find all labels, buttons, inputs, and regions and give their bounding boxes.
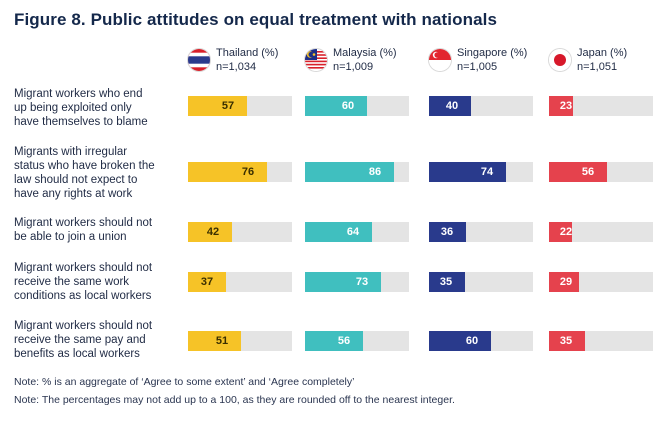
column-header-2: Singapore (%) n=1,005 <box>429 46 549 80</box>
bar-value-label: 23 <box>559 100 573 112</box>
bar-value-label: 73 <box>355 276 369 288</box>
bar-value-label: 60 <box>341 100 355 112</box>
bar <box>549 331 585 351</box>
bar <box>549 162 607 182</box>
row-label: Migrant workers should not be able to joi… <box>14 217 153 243</box>
bar-value-label: 42 <box>206 226 220 238</box>
row-label: Migrant workers who end up being exploite… <box>14 88 148 128</box>
bar-track: 37 <box>188 272 292 292</box>
bar <box>429 272 465 292</box>
chart-title: Figure 8. Public attitudes on equal trea… <box>14 10 498 29</box>
bar <box>305 272 381 292</box>
bar-value-label: 60 <box>465 335 479 347</box>
bar-track: 35 <box>549 331 653 351</box>
legend-sample-size: n=1,009 <box>333 61 374 73</box>
bar-track: 74 <box>429 162 533 182</box>
legend-sample-size: n=1,005 <box>457 61 498 73</box>
bar-track: 57 <box>188 96 292 116</box>
bar-value-label: 51 <box>215 335 229 347</box>
legend-sample-size: n=1,051 <box>577 61 618 73</box>
bar-value-label: 35 <box>439 276 453 288</box>
bar-value-label: 76 <box>241 166 255 178</box>
bar <box>429 162 506 182</box>
bar-value-label: 74 <box>480 166 494 178</box>
bar-track: 64 <box>305 222 409 242</box>
bar-track: 42 <box>188 222 292 242</box>
bar <box>549 272 579 292</box>
bar-track: 56 <box>305 331 409 351</box>
bar-track: 35 <box>429 272 533 292</box>
bar-value-label: 37 <box>200 276 214 288</box>
bar-value-label: 56 <box>581 166 595 178</box>
bar <box>188 222 232 242</box>
note-aggregate: Note: % is an aggregate of ‘Agree to som… <box>14 376 355 388</box>
bar <box>188 162 267 182</box>
bar <box>305 162 394 182</box>
bar-value-label: 29 <box>559 276 573 288</box>
bar-track: 29 <box>549 272 653 292</box>
bar-track: 56 <box>549 162 653 182</box>
bar <box>429 96 471 116</box>
thailand-flag-icon <box>188 49 210 71</box>
bar-track: 60 <box>305 96 409 116</box>
bar <box>305 331 363 351</box>
bar <box>188 96 247 116</box>
legend-country-name: Thailand (%) <box>216 47 279 59</box>
legend-country-name: Malaysia (%) <box>333 47 397 59</box>
bar-value-label: 57 <box>221 100 235 112</box>
bar <box>305 96 367 116</box>
legend-country-name: Japan (%) <box>577 47 628 59</box>
bar-track: 23 <box>549 96 653 116</box>
legend-sample-size: n=1,034 <box>216 61 257 73</box>
bar <box>549 96 573 116</box>
bar-track: 73 <box>305 272 409 292</box>
legend-country-name: Singapore (%) <box>457 47 528 59</box>
bar-value-label: 22 <box>559 226 573 238</box>
bar <box>429 331 491 351</box>
bar-value-label: 64 <box>346 226 360 238</box>
bar <box>188 331 241 351</box>
bar <box>429 222 466 242</box>
bar-value-label: 40 <box>445 100 459 112</box>
note-rounding: Note: The percentages may not add up to … <box>14 394 455 406</box>
bar-track: 76 <box>188 162 292 182</box>
japan-flag-icon <box>549 49 571 71</box>
row-label: Migrants with irregular status who have b… <box>14 146 155 200</box>
bar-track: 36 <box>429 222 533 242</box>
bar <box>305 222 372 242</box>
bar-track: 51 <box>188 331 292 351</box>
malaysia-flag-icon <box>305 49 327 71</box>
bar <box>549 222 572 242</box>
bar-track: 86 <box>305 162 409 182</box>
column-header-0: Thailand (%) n=1,034 <box>188 46 308 80</box>
row-label: Migrant workers should not receive the sa… <box>14 320 153 360</box>
bar-value-label: 86 <box>368 166 382 178</box>
bar-track: 40 <box>429 96 533 116</box>
bar-value-label: 35 <box>559 335 573 347</box>
singapore-flag-icon <box>429 49 451 71</box>
bar-track: 22 <box>549 222 653 242</box>
bar-value-label: 56 <box>337 335 351 347</box>
column-header-3: Japan (%) n=1,051 <box>549 46 668 80</box>
bar-value-label: 36 <box>440 226 454 238</box>
row-label: Migrant workers should not receive the sa… <box>14 262 153 302</box>
column-header-1: Malaysia (%) n=1,009 <box>305 46 425 80</box>
bar <box>188 272 226 292</box>
bar-track: 60 <box>429 331 533 351</box>
